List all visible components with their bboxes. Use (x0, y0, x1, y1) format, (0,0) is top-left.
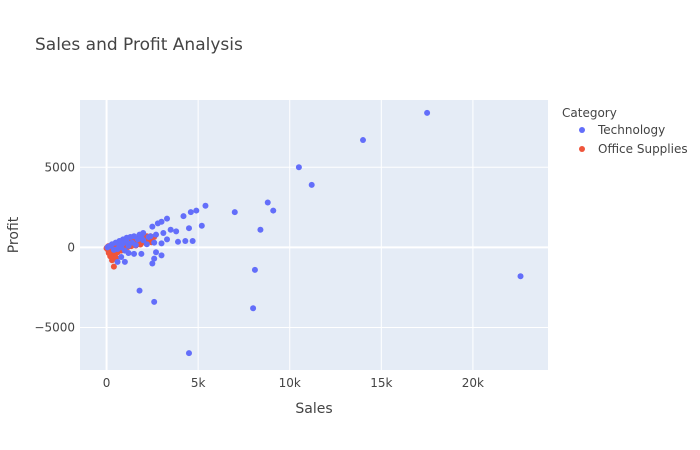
y-axis-title: Profit (6, 216, 22, 253)
data-point-technology[interactable] (174, 238, 181, 245)
data-point-technology[interactable] (198, 222, 205, 229)
x-tick-label: 20k (462, 376, 484, 390)
data-point-technology[interactable] (153, 249, 160, 256)
legend-label: Office Supplies (598, 142, 688, 156)
data-point-technology[interactable] (250, 305, 257, 312)
data-point-technology[interactable] (151, 239, 158, 246)
data-point-technology[interactable] (151, 255, 158, 262)
data-point-office-supplies[interactable] (105, 250, 112, 257)
legend-item-office-supplies[interactable]: Office Supplies (579, 142, 688, 156)
data-point-technology[interactable] (121, 258, 128, 265)
data-point-technology[interactable] (158, 252, 165, 259)
data-point-technology[interactable] (138, 234, 145, 241)
data-point-technology[interactable] (104, 244, 111, 251)
tick-labels: 0 5k 10k 15k 20k −5000 0 5000 (34, 160, 484, 390)
data-point-technology[interactable] (138, 250, 145, 257)
data-point-technology[interactable] (187, 209, 194, 216)
legend-label: Technology (597, 123, 665, 137)
data-point-technology[interactable] (202, 202, 209, 209)
data-point-technology[interactable] (116, 242, 123, 249)
data-point-technology[interactable] (160, 229, 167, 236)
data-point-technology[interactable] (173, 228, 180, 235)
data-point-technology[interactable] (424, 109, 431, 116)
legend-item-technology[interactable]: Technology (579, 123, 665, 137)
data-point-technology[interactable] (517, 273, 524, 280)
data-point-technology[interactable] (180, 213, 187, 220)
data-point-technology[interactable] (182, 238, 189, 245)
data-point-office-supplies[interactable] (137, 241, 144, 248)
data-point-technology[interactable] (110, 246, 117, 253)
x-tick-label: 15k (370, 376, 392, 390)
legend[interactable]: Category Technology Office Supplies (562, 106, 688, 156)
x-tick-label: 5k (191, 376, 206, 390)
x-tick-label: 10k (279, 376, 301, 390)
y-tick-label: 0 (67, 240, 75, 254)
data-point-technology[interactable] (189, 238, 196, 245)
data-point-office-supplies[interactable] (110, 263, 117, 270)
data-point-technology[interactable] (154, 220, 161, 227)
x-tick-label: 0 (103, 376, 111, 390)
data-point-technology[interactable] (143, 241, 150, 248)
data-point-technology[interactable] (129, 239, 136, 246)
data-point-technology[interactable] (308, 181, 315, 188)
data-point-technology[interactable] (125, 250, 132, 257)
data-point-technology[interactable] (118, 254, 125, 261)
grid-lines (80, 100, 548, 370)
data-point-technology[interactable] (167, 226, 174, 233)
data-point-technology[interactable] (149, 223, 156, 230)
data-point-technology[interactable] (257, 226, 264, 233)
data-point-technology[interactable] (251, 266, 258, 273)
data-point-technology[interactable] (193, 207, 200, 214)
data-point-technology[interactable] (164, 236, 171, 243)
x-axis-title: Sales (295, 401, 332, 417)
data-point-technology[interactable] (153, 231, 160, 238)
chart-title: Sales and Profit Analysis (35, 35, 243, 55)
data-point-technology[interactable] (185, 350, 192, 357)
data-point-technology[interactable] (158, 240, 165, 247)
data-point-technology[interactable] (131, 250, 138, 257)
data-point-technology[interactable] (270, 207, 277, 214)
data-point-technology[interactable] (359, 137, 366, 144)
data-point-technology[interactable] (185, 225, 192, 232)
data-point-technology[interactable] (231, 209, 238, 216)
legend-marker (579, 127, 585, 133)
data-point-technology[interactable] (295, 164, 302, 171)
data-point-technology[interactable] (264, 199, 271, 206)
legend-title: Category (562, 106, 617, 120)
data-point-technology[interactable] (114, 258, 121, 265)
data-point-technology[interactable] (164, 215, 171, 222)
data-point-technology[interactable] (136, 287, 143, 294)
data-point-technology[interactable] (151, 298, 158, 305)
legend-marker (579, 146, 585, 152)
data-points (103, 109, 524, 357)
y-tick-label: 5000 (44, 160, 75, 174)
y-tick-label: −5000 (34, 321, 75, 335)
data-point-technology[interactable] (123, 238, 130, 245)
data-point-technology[interactable] (147, 233, 154, 240)
data-point-technology[interactable] (149, 260, 156, 267)
